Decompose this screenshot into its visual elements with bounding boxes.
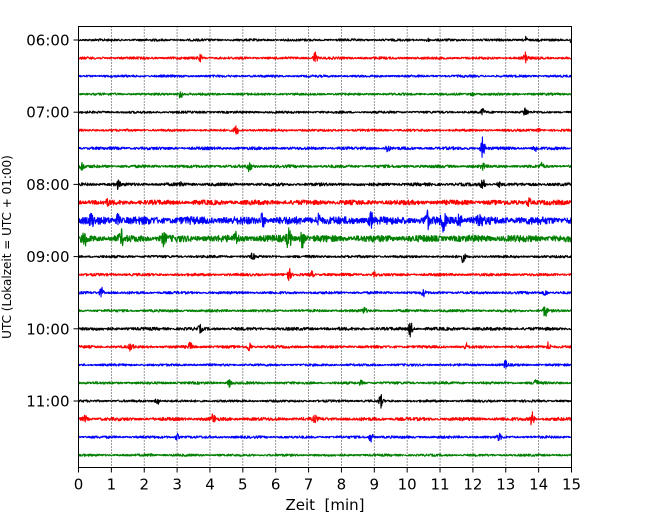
trace-line — [77, 136, 572, 158]
x-axis-ticks: 0 1 2 3 4 5 6 7 8 9 10 11 12 13 14 15 — [74, 467, 581, 494]
x-tick-label: 11 — [430, 476, 449, 494]
x-tick-label: 6 — [271, 476, 281, 494]
y-axis-ticks: 06:00 07:00 08:00 09:00 10:00 11:00 — [26, 32, 79, 411]
x-tick-label: 12 — [463, 476, 482, 494]
trace-line — [77, 452, 573, 457]
x-tick-label: 3 — [172, 476, 182, 494]
x-tick-label: 9 — [370, 476, 380, 494]
x-tick-label: 0 — [74, 476, 84, 494]
trace-line — [77, 91, 572, 99]
trace-line — [77, 125, 572, 135]
trace-line — [78, 35, 572, 43]
x-tick-label: 13 — [496, 476, 515, 494]
trace-line — [78, 286, 573, 298]
x-tick-label: 2 — [139, 476, 149, 494]
y-tick-label: 07:00 — [26, 104, 69, 122]
trace-line — [78, 379, 572, 388]
trace-line — [77, 306, 573, 317]
y-tick-label: 06:00 — [26, 32, 69, 50]
trace-line — [77, 341, 572, 352]
trace-line — [78, 322, 572, 338]
y-tick-label: 10:00 — [26, 320, 69, 338]
x-tick-label: 14 — [529, 476, 548, 494]
trace-line — [77, 51, 572, 64]
trace-line — [78, 107, 573, 116]
x-tick-label: 7 — [304, 476, 314, 494]
y-tick-label: 11:00 — [26, 393, 69, 411]
y-tick-label: 08:00 — [26, 176, 69, 194]
x-tick-label: 1 — [107, 476, 117, 494]
trace-line — [77, 411, 572, 426]
trace-line — [77, 268, 573, 282]
trace-line — [77, 179, 573, 191]
trace-line — [77, 227, 573, 249]
x-tick-label: 8 — [337, 476, 347, 494]
x-tick-label: 15 — [562, 476, 581, 494]
plot-frame — [78, 26, 572, 468]
trace-line — [77, 209, 573, 233]
trace-line — [77, 432, 573, 443]
trace-line — [77, 359, 573, 369]
trace-line — [78, 393, 573, 409]
x-tick-label: 4 — [205, 476, 215, 494]
trace-line — [77, 252, 572, 264]
x-tick-label: 5 — [238, 476, 248, 494]
trace-group — [77, 35, 573, 457]
trace-line — [77, 197, 573, 208]
x-tick-label: 10 — [398, 476, 417, 494]
y-tick-label: 09:00 — [26, 248, 69, 266]
x-axis-label: Zeit [min] — [285, 496, 364, 514]
trace-line — [78, 74, 573, 78]
y-axis-label: UTC (Lokalzeit = UTC + 01:00) — [0, 155, 14, 339]
trace-line — [77, 161, 573, 173]
